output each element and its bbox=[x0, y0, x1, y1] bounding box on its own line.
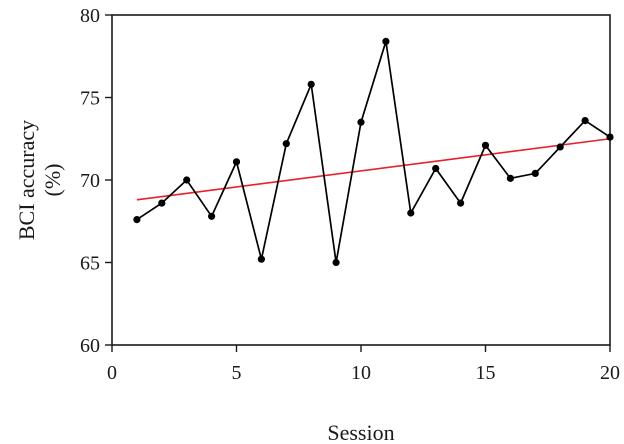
x-tick-label: 10 bbox=[351, 362, 371, 384]
data-point bbox=[183, 176, 191, 184]
data-point bbox=[531, 169, 539, 177]
data-point bbox=[257, 255, 265, 263]
x-tick-label: 20 bbox=[600, 362, 620, 384]
data-point bbox=[307, 80, 315, 88]
series-layer bbox=[133, 37, 614, 267]
accuracy-line bbox=[136, 41, 611, 263]
y-axis-title-line1: BCI accuracy bbox=[14, 120, 39, 240]
data-point bbox=[332, 258, 340, 267]
data-point bbox=[232, 158, 241, 166]
y-tick-label: 70 bbox=[80, 170, 100, 192]
x-tick-label: 15 bbox=[476, 362, 496, 384]
data-point bbox=[407, 209, 415, 217]
x-tick-label: 5 bbox=[232, 362, 242, 384]
y-tick-label: 80 bbox=[80, 5, 100, 27]
x-axis-title: Session bbox=[327, 420, 394, 444]
data-point bbox=[556, 143, 564, 151]
y-tick-label: 75 bbox=[80, 88, 100, 110]
x-tick-label: 0 bbox=[107, 362, 117, 384]
data-point bbox=[481, 141, 490, 149]
y-axis-title-line2: (%) bbox=[40, 164, 65, 197]
data-point bbox=[457, 199, 465, 207]
data-point bbox=[382, 37, 390, 46]
y-tick-label: 60 bbox=[80, 335, 100, 357]
trend-line bbox=[136, 137, 611, 201]
data-point bbox=[432, 164, 440, 173]
data-point bbox=[506, 174, 514, 182]
data-point bbox=[357, 118, 365, 126]
x-axis: 0 5 10 15 20 bbox=[107, 345, 620, 384]
y-axis: 60 65 70 75 80 bbox=[80, 5, 112, 357]
data-point bbox=[208, 212, 216, 220]
data-point bbox=[282, 140, 290, 148]
y-tick-label: 65 bbox=[80, 253, 100, 275]
data-point bbox=[158, 199, 166, 207]
data-point bbox=[606, 133, 614, 141]
data-point bbox=[581, 117, 589, 125]
data-point bbox=[133, 216, 141, 224]
